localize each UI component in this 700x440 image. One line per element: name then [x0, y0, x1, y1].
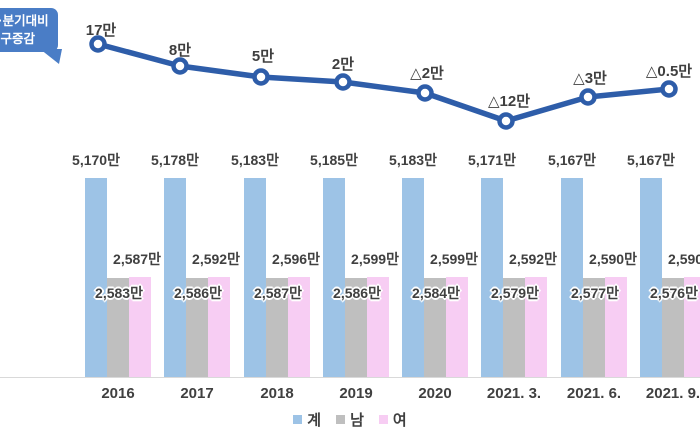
line-chart — [89, 35, 678, 130]
x-axis-line — [0, 377, 700, 378]
female-bar — [525, 277, 547, 377]
male-value-label: 2,587만 — [254, 285, 302, 301]
total-bar — [244, 178, 266, 377]
female-value-label: 2,596만 — [272, 251, 320, 267]
line-point — [497, 112, 515, 130]
male-bar — [503, 278, 525, 377]
legend-label-male: 남 — [350, 412, 364, 429]
male-bar — [662, 278, 684, 377]
female-bar — [684, 277, 700, 377]
male-value-label: 2,577만 — [571, 285, 619, 301]
legend-label-total: 계 — [307, 412, 322, 429]
male-bar — [186, 278, 208, 377]
total-value-label: 5,170만 — [72, 152, 120, 168]
line-point — [416, 84, 434, 102]
line-point — [171, 57, 189, 75]
male-value-label: 2,583만 — [95, 285, 143, 301]
legend-label-female: 여 — [392, 412, 407, 429]
line-label: △2만 — [410, 65, 444, 82]
line-label: 17만 — [85, 22, 117, 39]
male-bar — [107, 278, 129, 377]
line-label: △3만 — [573, 70, 607, 87]
female-value-label: 2,592만 — [509, 251, 557, 267]
male-value-label: 2,586만 — [174, 285, 222, 301]
x-axis-label: 2021. 9. — [645, 385, 700, 402]
callout-bubble: 전년·분기대비 인구증감 — [0, 8, 58, 52]
total-bar — [561, 178, 583, 377]
line-point — [334, 73, 352, 91]
male-bar — [424, 278, 446, 377]
x-axis-label: 2016 — [101, 385, 135, 402]
female-bar — [129, 277, 151, 377]
legend: 계 남 여 — [0, 409, 700, 430]
male-bar — [266, 278, 288, 377]
x-axis-label: 2018 — [260, 385, 294, 402]
male-value-label: 2,579만 — [491, 285, 539, 301]
total-bar — [85, 178, 107, 377]
x-axis-label: 2017 — [180, 385, 214, 402]
male-value-label: 2,586만 — [333, 285, 381, 301]
legend-item-male: 남 — [336, 409, 364, 430]
x-axis-label: 2019 — [339, 385, 373, 402]
male-value-label: 2,576만 — [650, 285, 698, 301]
female-bar — [208, 277, 230, 377]
total-value-label: 5,167만 — [627, 152, 675, 168]
female-value-label: 2,590만 — [589, 251, 637, 267]
total-value-label: 5,183만 — [231, 152, 279, 168]
total-value-label: 5,183만 — [389, 152, 437, 168]
x-axis-label: 2020 — [418, 385, 452, 402]
callout-line1: 전년·분기대비 — [0, 13, 49, 28]
legend-item-female: 여 — [378, 409, 407, 430]
x-axis-label: 2021. 6. — [566, 385, 622, 402]
female-bar — [446, 277, 468, 377]
total-bar — [323, 178, 345, 377]
line-point — [252, 68, 270, 86]
male-bar — [345, 278, 367, 377]
line-label: △12만 — [487, 93, 531, 110]
legend-item-total: 계 — [293, 409, 321, 430]
female-bar — [605, 277, 627, 377]
line-label: 2만 — [331, 56, 355, 73]
female-bar — [288, 277, 310, 377]
total-bar — [481, 178, 503, 377]
total-bar — [640, 178, 662, 377]
female-value-label: 2,599만 — [430, 251, 478, 267]
total-value-label: 5,167만 — [548, 152, 596, 168]
callout-line2: 인구증감 — [0, 32, 35, 46]
female-bar — [367, 277, 389, 377]
female-value-label: 2,587만 — [113, 251, 161, 267]
line-point — [579, 88, 597, 106]
female-value-label: 2,590만 — [668, 251, 700, 267]
total-bar — [164, 178, 186, 377]
legend-swatch-female — [378, 415, 388, 424]
female-value-label: 2,592만 — [192, 251, 240, 267]
line-label: △0.5만 — [645, 63, 693, 80]
legend-swatch-total — [293, 415, 303, 424]
female-value-label: 2,599만 — [351, 251, 399, 267]
male-bar — [583, 278, 605, 377]
total-value-label: 5,171만 — [468, 152, 516, 168]
total-value-label: 5,185만 — [310, 152, 358, 168]
total-value-label: 5,178만 — [151, 152, 199, 168]
callout-tail — [40, 49, 62, 64]
line-label: 8만 — [168, 42, 192, 59]
line-point — [660, 80, 678, 98]
line-point — [89, 35, 107, 53]
male-value-label: 2,584만 — [412, 285, 460, 301]
x-axis-label: 2021. 3. — [486, 385, 542, 402]
total-bar — [402, 178, 424, 377]
legend-swatch-male — [336, 415, 346, 424]
line-label: 5만 — [251, 48, 275, 65]
